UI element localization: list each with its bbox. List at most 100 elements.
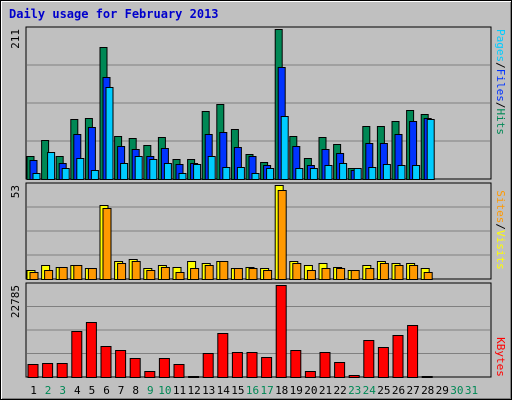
pages-bar xyxy=(193,164,202,180)
x-tick-label: 17 xyxy=(260,384,273,397)
sites-bar xyxy=(292,263,302,280)
kbytes-bar xyxy=(363,340,375,378)
sites-bar xyxy=(277,190,287,280)
sites-bar xyxy=(263,270,273,280)
kbytes-bar xyxy=(85,322,97,378)
kbytes-bar xyxy=(304,371,316,378)
pages-bar xyxy=(61,168,70,180)
sites-bar xyxy=(58,267,68,280)
x-tick-label: 23 xyxy=(348,384,361,397)
kbytes-bar xyxy=(129,358,141,378)
pages-bar xyxy=(397,165,406,180)
x-tick-label: 1 xyxy=(30,384,37,397)
pages-bar xyxy=(207,156,216,180)
kbytes-bar xyxy=(42,363,54,378)
pages-bar xyxy=(412,165,421,180)
kbytes-bar xyxy=(407,325,419,378)
x-tick-label: 13 xyxy=(202,384,215,397)
sites-bar xyxy=(175,272,185,280)
kbytes-bar xyxy=(158,358,170,378)
panel-1-ymax-label: 211 xyxy=(9,29,22,49)
sites-bar xyxy=(350,270,360,280)
pages-bar xyxy=(222,167,231,180)
sites-bar xyxy=(204,265,214,280)
sites-bar xyxy=(306,270,316,280)
pages-bar xyxy=(251,173,260,180)
kbytes-bar xyxy=(246,352,258,378)
sites-bar xyxy=(146,270,156,280)
kbytes-bar xyxy=(100,346,112,378)
x-tick-label: 27 xyxy=(406,384,419,397)
pages-bar xyxy=(309,168,318,180)
sites-bar xyxy=(219,261,229,280)
pages-bar xyxy=(149,159,158,180)
x-tick-label: 9 xyxy=(147,384,154,397)
x-tick-label: 21 xyxy=(319,384,332,397)
x-tick-label: 26 xyxy=(392,384,405,397)
sites-bar xyxy=(44,270,54,280)
pages-bar xyxy=(339,163,348,180)
kbytes-bar xyxy=(421,376,433,378)
x-tick-label: 6 xyxy=(103,384,110,397)
x-tick-label: 20 xyxy=(304,384,317,397)
x-tick-label: 14 xyxy=(217,384,231,397)
x-tick-label: 3 xyxy=(59,384,66,397)
x-tick-label: 29 xyxy=(436,384,449,397)
pages-bar xyxy=(382,164,391,180)
pages-bar xyxy=(120,163,129,180)
pages-bar xyxy=(368,167,377,180)
sites-bar xyxy=(379,263,389,280)
kbytes-bar xyxy=(217,333,229,378)
pages-bar xyxy=(324,165,333,180)
x-tick-label: 31 xyxy=(465,384,478,397)
x-tick-label: 15 xyxy=(231,384,244,397)
x-tick-label: 28 xyxy=(421,384,434,397)
pages-bar xyxy=(353,168,362,180)
x-tick-label: 2 xyxy=(45,384,52,397)
pages-bar xyxy=(134,156,143,180)
sites-bar xyxy=(160,267,170,280)
pages-bar xyxy=(163,163,172,180)
chart-title: Daily usage for February 2013 xyxy=(9,7,219,21)
sites-bar xyxy=(29,272,39,280)
x-tick-label: 22 xyxy=(333,384,346,397)
kbytes-bar xyxy=(377,347,389,378)
pages-bar xyxy=(90,170,99,180)
sites-bar xyxy=(87,268,97,280)
x-tick-label: 7 xyxy=(118,384,125,397)
pages-bar xyxy=(266,168,275,180)
kbytes-bar xyxy=(115,350,127,378)
sites-bar xyxy=(102,208,112,280)
x-tick-label: 5 xyxy=(89,384,96,397)
pages-bar xyxy=(426,119,435,180)
sites-bar xyxy=(233,268,243,280)
kbytes-bar xyxy=(56,363,68,378)
pages-bar xyxy=(105,87,114,180)
x-tick-label: 8 xyxy=(132,384,139,397)
kbytes-bar xyxy=(173,364,185,378)
kbytes-label: KBytes xyxy=(494,337,507,377)
x-tick-label: 19 xyxy=(290,384,303,397)
sites-visits-label: Sites/Visits xyxy=(494,190,507,270)
sites-bar xyxy=(248,268,258,280)
kbytes-bar xyxy=(334,362,346,378)
x-tick-label: 30 xyxy=(450,384,463,397)
pages-bar xyxy=(32,173,41,180)
kbytes-bar xyxy=(290,350,302,378)
pages-bar xyxy=(178,173,187,180)
sites-bar xyxy=(423,272,433,280)
pages-bar xyxy=(236,167,245,180)
pages-bar xyxy=(295,168,304,180)
pages-bar xyxy=(76,158,85,180)
sites-bar xyxy=(409,265,419,280)
kbytes-bar xyxy=(71,331,83,378)
panel-3-ymax-label: 22785 xyxy=(9,285,22,318)
kbytes-bar xyxy=(348,375,360,378)
x-tick-label: 24 xyxy=(363,384,377,397)
kbytes-bar xyxy=(231,352,243,378)
kbytes-bar xyxy=(392,335,404,378)
kbytes-bar xyxy=(261,357,273,378)
sites-bar xyxy=(190,268,200,280)
